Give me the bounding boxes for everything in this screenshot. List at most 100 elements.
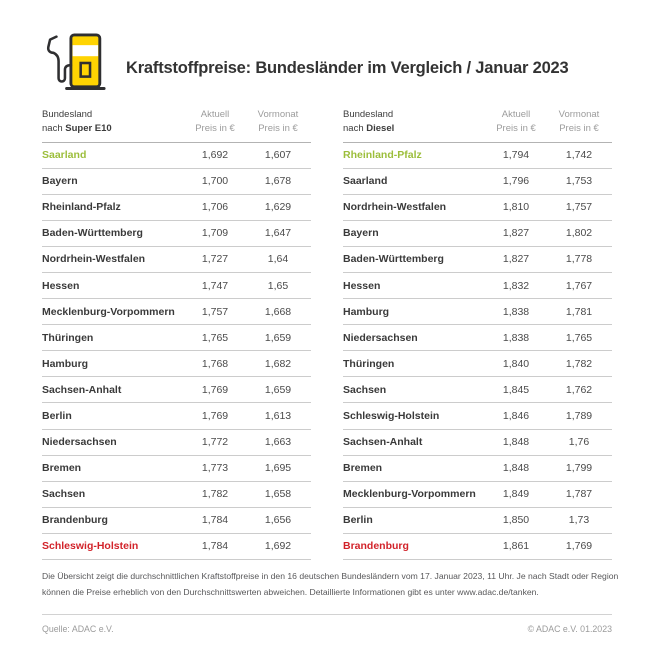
column-header-prefix: nach — [42, 122, 63, 134]
current-price: 1,784 — [201, 540, 229, 553]
current-price: 1,768 — [201, 357, 229, 370]
state-label: Schleswig-Holstein — [42, 540, 139, 553]
current-price: 1,845 — [502, 383, 530, 396]
current-price: 1,772 — [201, 436, 229, 449]
state-label: Mecklenburg-Vorpommern — [343, 488, 476, 501]
previous-price: 1,802 — [565, 227, 593, 240]
header: Kraftstoffpreise: Bundesländer im Vergle… — [42, 26, 612, 102]
current-price: 1,757 — [201, 305, 229, 318]
previous-price: 1,629 — [264, 201, 292, 214]
previous-price: 1,613 — [264, 410, 292, 423]
state-label: Bayern — [42, 175, 78, 188]
column-header-vormonat: Vormonat Preis in € — [558, 109, 600, 134]
table-row: Brandenburg 1,861 1,769 — [343, 534, 612, 561]
table-row: Berlin 1,850 1,73 — [343, 508, 612, 534]
current-price: 1,848 — [502, 436, 530, 449]
current-price: 1,727 — [201, 253, 229, 266]
previous-price: 1,64 — [267, 253, 289, 266]
state-label: Berlin — [42, 410, 72, 423]
previous-price: 1,799 — [565, 462, 593, 475]
table-row: Sachsen 1,782 1,658 — [42, 482, 311, 508]
column-header-aktuell: Aktuell Preis in € — [195, 109, 235, 134]
table-row: Bayern 1,700 1,678 — [42, 169, 311, 195]
previous-price: 1,781 — [565, 305, 593, 318]
state-label: Bremen — [343, 462, 383, 475]
table-row: Rheinland-Pfalz 1,794 1,742 — [343, 143, 612, 169]
state-label: Sachsen — [343, 383, 387, 396]
table-row: Sachsen-Anhalt 1,848 1,76 — [343, 430, 612, 456]
table-row: Bayern 1,827 1,802 — [343, 221, 612, 247]
table-row: Rheinland-Pfalz 1,706 1,629 — [42, 195, 311, 221]
state-label: Hamburg — [42, 357, 89, 370]
state-label: Sachsen-Anhalt — [42, 383, 122, 396]
current-price: 1,769 — [201, 383, 229, 396]
state-label: Baden-Württemberg — [42, 227, 143, 240]
previous-price: 1,647 — [264, 227, 292, 240]
source-label: Quelle: ADAC e.V. — [42, 623, 114, 634]
previous-price: 1,753 — [565, 175, 593, 188]
previous-price: 1,742 — [565, 149, 593, 162]
table-row: Nordrhein-Westfalen 1,810 1,757 — [343, 195, 612, 221]
state-label: Sachsen — [42, 488, 86, 501]
current-price: 1,700 — [201, 175, 229, 188]
previous-price: 1,769 — [565, 540, 593, 553]
table-row: Berlin 1,769 1,613 — [42, 403, 311, 430]
state-label: Thüringen — [42, 331, 94, 344]
table-super-e10-header: Bundesland nach Super E10 Aktuell Preis … — [42, 108, 311, 143]
current-price: 1,796 — [502, 175, 530, 188]
table-diesel-rows: Rheinland-Pfalz 1,794 1,742 Saarland 1,796 1,… — [343, 143, 612, 561]
table-diesel-header: Bundesland nach Diesel Aktuell Preis in … — [343, 108, 612, 143]
current-price: 1,861 — [502, 540, 530, 553]
table-row: Schleswig-Holstein 1,846 1,789 — [343, 403, 612, 430]
current-price: 1,850 — [502, 514, 530, 527]
column-header-bundesland: Bundesland nach Super E10 — [42, 108, 185, 136]
table-row: Niedersachsen 1,838 1,765 — [343, 325, 612, 352]
current-price: 1,769 — [201, 410, 229, 423]
current-price: 1,706 — [201, 201, 229, 214]
state-label: Rheinland-Pfalz — [42, 201, 121, 214]
column-header-line1: Bundesland — [42, 109, 93, 120]
state-label: Nordrhein-Westfalen — [42, 253, 146, 266]
current-price: 1,827 — [502, 253, 530, 266]
table-super-e10: Bundesland nach Super E10 Aktuell Preis … — [42, 108, 311, 561]
previous-price: 1,789 — [565, 410, 593, 423]
previous-price: 1,767 — [565, 279, 593, 292]
table-diesel: Bundesland nach Diesel Aktuell Preis in … — [343, 108, 612, 561]
previous-price: 1,692 — [264, 540, 292, 553]
state-label: Brandenburg — [42, 514, 108, 527]
state-label: Hessen — [42, 279, 80, 292]
current-price: 1,773 — [201, 462, 229, 475]
previous-price: 1,656 — [264, 514, 292, 527]
previous-price: 1,778 — [565, 253, 593, 266]
current-price: 1,848 — [502, 462, 530, 475]
previous-price: 1,65 — [267, 279, 289, 292]
state-label: Nordrhein-Westfalen — [343, 201, 447, 214]
previous-price: 1,762 — [565, 383, 593, 396]
table-row: Bremen 1,773 1,695 — [42, 456, 311, 482]
previous-price: 1,782 — [565, 357, 593, 370]
current-price: 1,794 — [502, 149, 530, 162]
table-row: Saarland 1,796 1,753 — [343, 169, 612, 195]
column-header-vormonat: Vormonat Preis in € — [257, 109, 299, 134]
tables-container: Bundesland nach Super E10 Aktuell Preis … — [42, 108, 612, 561]
state-label: Bayern — [343, 227, 379, 240]
table-row: Saarland 1,692 1,607 — [42, 143, 311, 169]
table-row: Baden-Württemberg 1,709 1,647 — [42, 221, 311, 247]
table-row: Nordrhein-Westfalen 1,727 1,64 — [42, 247, 311, 273]
current-price: 1,747 — [201, 279, 229, 292]
previous-price: 1,658 — [264, 488, 292, 501]
previous-price: 1,682 — [264, 357, 292, 370]
table-row: Hamburg 1,768 1,682 — [42, 351, 311, 378]
copyright-label: © ADAC e.V. 01.2023 — [527, 623, 612, 634]
current-price: 1,810 — [502, 201, 530, 214]
state-label: Baden-Württemberg — [343, 253, 444, 266]
previous-price: 1,663 — [264, 436, 292, 449]
column-header-aktuell: Aktuell Preis in € — [496, 109, 536, 134]
previous-price: 1,659 — [264, 383, 292, 396]
previous-price: 1,659 — [264, 331, 292, 344]
current-price: 1,838 — [502, 331, 530, 344]
table-row: Baden-Württemberg 1,827 1,778 — [343, 247, 612, 273]
previous-price: 1,678 — [264, 175, 292, 188]
state-label: Saarland — [343, 175, 388, 188]
table-row: Thüringen 1,765 1,659 — [42, 325, 311, 352]
